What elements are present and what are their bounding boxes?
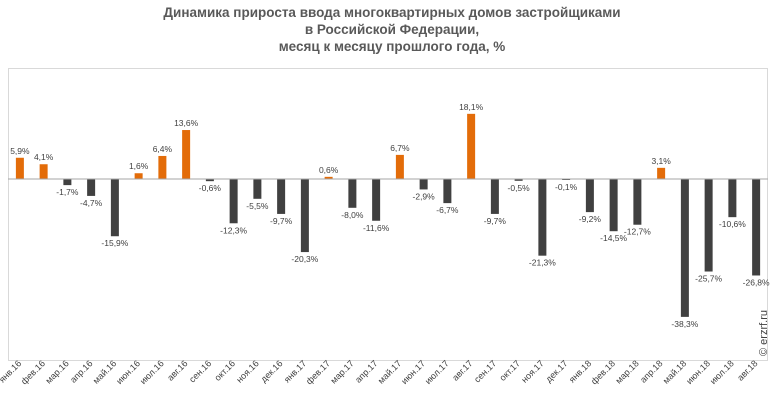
data-label-авг.16: 13,6%: [174, 118, 199, 128]
data-label-апр.17: -11,6%: [363, 223, 390, 233]
bar-дек.16: [277, 179, 286, 214]
data-label-фев.16: 4,1%: [34, 152, 54, 162]
bar-июн.17: [419, 179, 428, 190]
bar-окт.16: [229, 179, 238, 224]
data-label-авг.18: -26,8%: [743, 277, 770, 287]
bar-фев.16: [39, 164, 48, 179]
bar-сен.17: [490, 179, 499, 214]
data-label-май.17: 6,7%: [390, 143, 410, 153]
bar-май.18: [680, 179, 689, 317]
data-label-мар.16: -1,7%: [56, 187, 79, 197]
data-label-сен.17: -9,7%: [484, 216, 507, 226]
bar-фев.17: [324, 176, 333, 179]
x-tick-label-июн.17: июн.17: [399, 358, 427, 386]
data-label-апр.18: 3,1%: [651, 156, 671, 166]
x-tick-label-мар.17: мар.17: [328, 358, 355, 385]
data-label-мар.18: -12,7%: [624, 227, 651, 237]
x-tick-label-июл.16: июл.16: [138, 358, 166, 386]
x-tick-label-авг.17: авг.17: [450, 358, 474, 382]
chart-title: Динамика прироста ввода многоквартирных …: [0, 4, 784, 55]
x-tick-label-фев.17: фев.17: [304, 358, 332, 386]
x-tick-label-ноя.16: ноя.16: [234, 358, 260, 384]
x-tick-label-май.16: май.16: [91, 358, 118, 385]
data-label-янв.16: 5,9%: [10, 146, 30, 156]
x-tick-label-май.17: май.17: [376, 358, 403, 385]
data-label-ноя.17: -21,3%: [529, 258, 556, 268]
data-label-авг.17: 18,1%: [459, 102, 484, 112]
bar-июн.18: [704, 179, 713, 272]
bar-май.17: [395, 154, 404, 179]
data-label-янв.18: -9,2%: [579, 214, 602, 224]
data-label-июн.17: -2,9%: [413, 191, 436, 201]
data-label-фев.18: -14,5%: [600, 233, 627, 243]
x-tick-label-сен.17: сен.17: [472, 358, 498, 384]
bar-фев.18: [609, 179, 618, 232]
bar-апр.16: [87, 179, 96, 196]
x-tick-label-авг.16: авг.16: [165, 358, 189, 382]
data-label-дек.16: -9,7%: [270, 216, 293, 226]
chart-title-line-2: в Российской Федерации,: [304, 22, 480, 37]
bar-авг.16: [182, 130, 191, 179]
data-label-окт.17: -0,5%: [508, 183, 531, 193]
data-label-сен.16: -0,6%: [199, 183, 222, 193]
x-tick-label-июл.18: июл.18: [708, 358, 736, 386]
x-tick-label-июн.18: июн.18: [684, 358, 712, 386]
bar-янв.17: [300, 179, 309, 253]
data-label-апр.16: -4,7%: [80, 198, 103, 208]
chart-title-line-3: месяц к месяцу прошлого года, %: [278, 39, 506, 54]
bar-июн.16: [134, 173, 143, 179]
bar-ноя.17: [538, 179, 547, 256]
x-tick-label-авг.18: авг.18: [735, 358, 759, 382]
data-label-май.16: -15,9%: [101, 238, 128, 248]
data-label-янв.17: -20,3%: [291, 254, 318, 264]
bar-июл.16: [158, 155, 167, 179]
plot-area: [8, 68, 768, 361]
data-label-июл.16: 6,4%: [153, 144, 173, 154]
bar-апр.17: [372, 179, 381, 221]
data-label-июн.18: -25,7%: [695, 274, 722, 284]
x-tick-label-июл.17: июл.17: [423, 358, 451, 386]
bar-апр.18: [657, 167, 666, 179]
bar-ноя.16: [253, 179, 262, 199]
chart-title-line-1: Динамика прироста ввода многоквартирных …: [163, 5, 621, 20]
bar-июл.18: [728, 179, 737, 218]
x-tick-label-сен.16: сен.16: [187, 358, 213, 384]
bar-май.16: [110, 179, 119, 237]
data-label-ноя.16: -5,5%: [246, 201, 269, 211]
x-tick-label-ноя.17: ноя.17: [519, 358, 545, 384]
x-tick-label-окт.16: окт.16: [213, 358, 238, 383]
watermark: © erzrf.ru: [758, 310, 770, 356]
bar-мар.18: [633, 179, 642, 225]
x-tick-label-фев.16: фев.16: [19, 358, 47, 386]
bar-мар.16: [63, 179, 72, 186]
x-tick-label-мар.16: мар.16: [43, 358, 70, 385]
data-label-фев.17: 0,6%: [319, 165, 339, 175]
bar-авг.18: [752, 179, 761, 276]
data-label-июл.17: -6,7%: [436, 205, 459, 215]
bar-янв.18: [585, 179, 594, 213]
data-label-июл.18: -10,6%: [719, 219, 746, 229]
bar-окт.17: [514, 179, 523, 181]
x-tick-label-июн.16: июн.16: [114, 358, 142, 386]
data-label-мар.17: -8,0%: [341, 210, 364, 220]
x-tick-label-апр.17: апр.17: [353, 358, 379, 384]
data-label-май.18: -38,3%: [671, 319, 698, 329]
x-tick-label-дек.16: дек.16: [259, 358, 285, 384]
x-tick-label-дек.17: дек.17: [544, 358, 570, 384]
x-tick-label-окт.17: окт.17: [498, 358, 523, 383]
bar-янв.16: [15, 157, 24, 179]
x-tick-label-мар.18: мар.18: [613, 358, 640, 385]
x-tick-label-апр.16: апр.16: [68, 358, 94, 384]
x-tick-label-апр.18: апр.18: [638, 358, 664, 384]
bar-июл.17: [443, 179, 452, 204]
bar-мар.17: [348, 179, 357, 208]
bar-авг.17: [467, 113, 476, 179]
data-label-окт.16: -12,3%: [220, 225, 247, 235]
data-label-июн.16: 1,6%: [129, 161, 149, 171]
data-label-дек.17: -0,1%: [555, 182, 578, 192]
bar-сен.16: [205, 179, 214, 182]
x-tick-label-май.18: май.18: [661, 358, 688, 385]
x-tick-label-фев.18: фев.18: [589, 358, 617, 386]
